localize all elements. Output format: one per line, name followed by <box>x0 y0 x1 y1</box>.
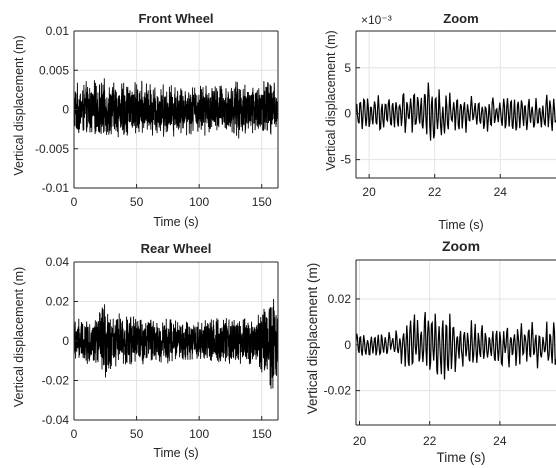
x-tick-label: 24 <box>494 185 508 199</box>
y-tick-label: -0.02 <box>324 384 352 398</box>
chart-title: Front Wheel <box>138 11 213 26</box>
y-tick-label: -0.01 <box>42 181 70 195</box>
x-axis-label: Time (s) <box>153 215 198 229</box>
x-tick-label: 100 <box>189 427 209 441</box>
y-axis-label: Vertical displacement (m) <box>305 263 320 415</box>
y-exponent-label: ×10⁻³ <box>361 13 392 27</box>
chart-title: Rear Wheel <box>141 241 212 256</box>
x-axis-label: Time (s) <box>153 446 198 460</box>
x-tick-label: 0 <box>71 195 78 209</box>
x-tick-label: 20 <box>353 434 367 448</box>
axes-3: 0 50 100 150 -0.04 -0.02 0 0.02 0.04 Rear Wheel Ti… <box>12 241 279 460</box>
y-tick-label: 0 <box>62 103 69 117</box>
x-tick-label: 50 <box>130 427 144 441</box>
y-tick-label: 0 <box>344 338 351 352</box>
x-tick-label: 24 <box>493 434 507 448</box>
axes-1: 0 50 100 150 -0.01 -0.005 0 0.005 0.01 Front Whee… <box>12 11 279 229</box>
x-axis-label: Time (s) <box>437 450 486 465</box>
x-axis-label: Time (s) <box>438 218 483 232</box>
y-tick-label: 0.02 <box>328 292 352 306</box>
data-series-line <box>356 311 556 380</box>
y-tick-label: 0 <box>344 107 351 121</box>
y-tick-label: 0.04 <box>46 255 70 269</box>
y-tick-label: -0.04 <box>42 413 70 427</box>
y-axis-label: Vertical displacement (m) <box>12 35 26 175</box>
y-tick-label: -0.005 <box>35 142 69 156</box>
x-tick-label: 20 <box>362 185 376 199</box>
x-tick-label: 150 <box>252 427 272 441</box>
y-tick-label: 0.005 <box>39 63 69 77</box>
x-tick-label: 22 <box>423 434 437 448</box>
x-tick-label: 50 <box>130 195 144 209</box>
x-tick-label: 22 <box>428 185 442 199</box>
x-tick-label: 150 <box>252 195 272 209</box>
data-series-line <box>74 78 278 139</box>
chart-title: Zoom <box>443 11 478 26</box>
chart-title: Zoom <box>442 238 480 254</box>
y-tick-label: -5 <box>340 153 351 167</box>
y-tick-label: 0.02 <box>46 295 70 309</box>
y-tick-label: 5 <box>344 61 351 75</box>
y-tick-label: 0.01 <box>46 24 70 38</box>
x-tick-label: 100 <box>189 195 209 209</box>
data-series-line <box>356 82 556 141</box>
y-axis-label: Vertical displacement (m) <box>324 30 338 170</box>
data-series-line <box>74 298 278 389</box>
x-tick-label: 0 <box>71 427 78 441</box>
y-tick-label: 0 <box>62 334 69 348</box>
axes-4: 20 22 24 -0.02 0 0.02 Zoom Time (s) Vertical dis… <box>305 238 556 465</box>
axes-2: 20 22 24 -5 0 5 ×10⁻³ Zoom Time (s) Vertical disp… <box>324 11 556 232</box>
y-axis-label: Vertical displacement (m) <box>12 267 26 407</box>
y-tick-label: -0.02 <box>42 374 70 388</box>
